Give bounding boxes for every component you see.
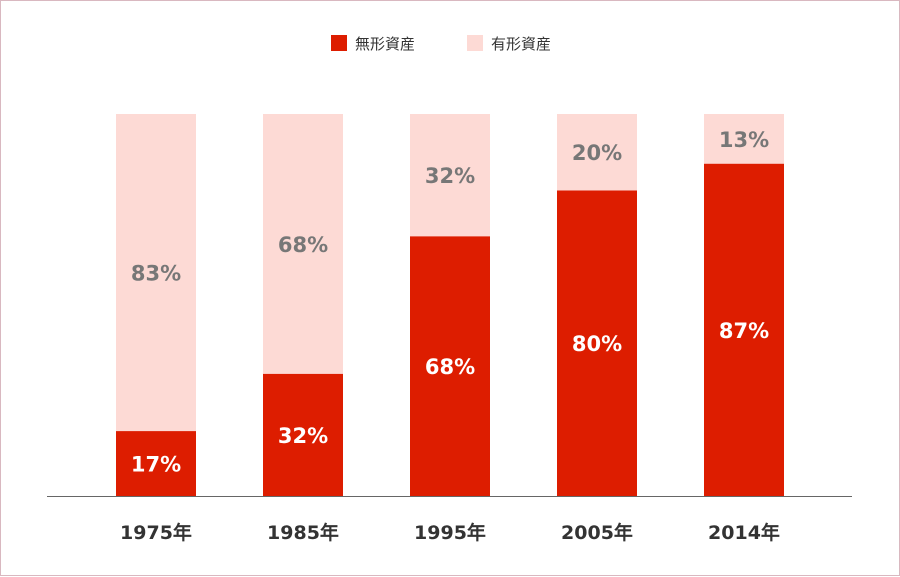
data-label-1985-series-1: 32% [278, 424, 328, 448]
x-tick-label-2014: 2014年 [708, 521, 780, 544]
data-label-2005-series-2: 20% [572, 141, 622, 165]
x-tick-label-2005: 2005年 [561, 521, 633, 544]
bar-2005-series-1 [557, 190, 637, 496]
data-label-2014-series-2: 13% [719, 128, 769, 152]
bar-1985-series-2 [263, 114, 343, 374]
legend-label-2: 有形資産 [491, 35, 551, 53]
data-label-1975-series-2: 83% [131, 262, 181, 286]
legend-swatch-1 [331, 35, 347, 51]
bar-1995-series-2 [410, 114, 490, 237]
bar-2014-series-2 [704, 114, 784, 164]
segment-labels: 17% 83% 32% 68% 68% 32% 80% 20% 87% 13% [131, 128, 769, 477]
x-tick-label-1985: 1985年 [267, 521, 339, 544]
x-axis-tick-labels: 1975年 1985年 1995年 2005年 2014年 [120, 521, 780, 544]
data-label-1975-series-1: 17% [131, 453, 181, 477]
data-label-2005-series-1: 80% [572, 332, 622, 356]
data-label-1995-series-1: 68% [425, 355, 475, 379]
bar-1985-series-1 [263, 373, 343, 496]
legend-swatch-2 [467, 35, 483, 51]
x-tick-label-1995: 1995年 [414, 521, 486, 544]
x-tick-label-1975: 1975年 [120, 521, 192, 544]
bar-1975-series-1 [116, 431, 196, 496]
bar-2014-series-1 [704, 163, 784, 496]
bar-2005-series-2 [557, 114, 637, 191]
bar-1975-series-2 [116, 114, 196, 432]
data-label-2014-series-1: 87% [719, 319, 769, 343]
legend: 無形資産 有形資産 [331, 35, 551, 53]
data-label-1995-series-2: 32% [425, 164, 475, 188]
data-label-1985-series-2: 68% [278, 233, 328, 257]
bar-1995-series-1 [410, 236, 490, 497]
legend-label-1: 無形資産 [355, 35, 415, 53]
bars [116, 114, 784, 497]
